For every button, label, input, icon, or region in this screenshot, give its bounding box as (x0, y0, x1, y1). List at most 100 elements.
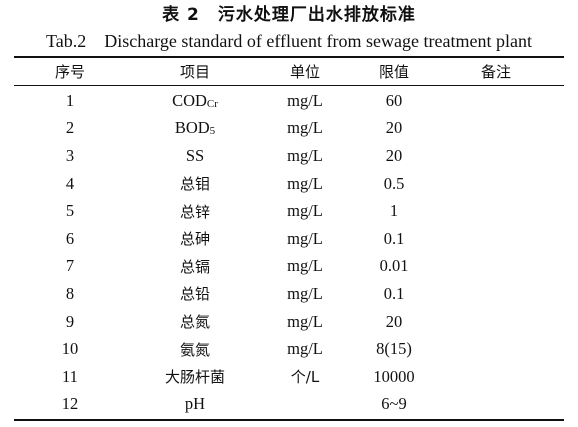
serial-number-text: 1 (65, 90, 75, 110)
header-remarks: 备注 (480, 63, 511, 82)
cell-remarks (446, 280, 546, 308)
item-text: 总砷 (179, 230, 210, 249)
cell-limit: 0.5 (344, 170, 444, 198)
cell-item: 总铅 (124, 280, 266, 308)
item-text: COD (172, 90, 207, 110)
unit-text: mg/L (287, 173, 323, 193)
cell-unit: mg/L (266, 142, 344, 170)
cell-remarks (446, 391, 546, 419)
item-text: 总氮 (179, 313, 210, 332)
cell-limit: 0.1 (344, 280, 444, 308)
table-bottom-rule (14, 419, 564, 421)
cell-serial-number: 2 (34, 115, 106, 143)
cell-limit: 1 (344, 197, 444, 225)
cell-item: 总锌 (124, 197, 266, 225)
cell-item: pH (124, 391, 266, 419)
cell-unit: mg/L (266, 197, 344, 225)
header-item: 项目 (179, 63, 210, 82)
table-top-rule (14, 56, 564, 58)
limit-text: 1 (389, 201, 399, 221)
table-row: 10 氨氮 mg/L 8(15) (14, 335, 564, 363)
serial-number-text: 4 (65, 173, 75, 193)
cell-remarks (446, 308, 546, 336)
limit-text: 0.1 (383, 228, 405, 248)
unit-text: mg/L (287, 201, 323, 221)
limit-text: 0.01 (379, 256, 409, 276)
cell-item: SS (124, 142, 266, 170)
cell-serial-number: 4 (34, 170, 106, 198)
limit-text: 8(15) (376, 339, 412, 359)
serial-number-text: 5 (65, 201, 75, 221)
unit-text: mg/L (287, 311, 323, 331)
item-text: 总镉 (179, 257, 210, 276)
unit-text: mg/L (287, 256, 323, 276)
cell-remarks (446, 115, 546, 143)
cell-unit: mg/L (266, 225, 344, 253)
limit-text: 20 (385, 118, 403, 138)
cell-serial-number: 11 (34, 363, 106, 391)
serial-number-text: 10 (61, 339, 79, 359)
header-unit: 单位 (289, 63, 320, 82)
cell-unit: mg/L (266, 308, 344, 336)
unit-text: mg/L (287, 283, 323, 303)
cell-unit: mg/L (266, 170, 344, 198)
cell-item: 氨氮 (124, 335, 266, 363)
cell-unit: mg/L (266, 335, 344, 363)
unit-text: mg/L (287, 228, 323, 248)
table-row: 2 BOD 5 mg/L 20 (14, 115, 564, 143)
cell-remarks (446, 87, 546, 115)
item-text: 总钼 (179, 175, 210, 194)
cell-limit: 8(15) (344, 335, 444, 363)
limit-text: 20 (385, 145, 403, 165)
cell-item: 总氮 (124, 308, 266, 336)
cell-serial-number: 10 (34, 335, 106, 363)
table-row: 1 COD Cr mg/L 60 (14, 87, 564, 115)
unit-text: mg/L (287, 145, 323, 165)
unit-text: mg/L (287, 90, 323, 110)
table-title-english: Tab.2 Discharge standard of effluent fro… (46, 31, 532, 51)
cell-unit: mg/L (266, 280, 344, 308)
cell-remarks (446, 335, 546, 363)
table-row: 4 总钼 mg/L 0.5 (14, 170, 564, 198)
table-row: 3 SS mg/L 20 (14, 142, 564, 170)
cell-unit: 个/L (266, 363, 344, 391)
cell-item: BOD 5 (174, 118, 216, 138)
table-row: 5 总锌 mg/L 1 (14, 197, 564, 225)
serial-number-text: 9 (65, 311, 75, 331)
table-row: 7 总镉 mg/L 0.01 (14, 253, 564, 281)
cell-limit: 20 (344, 115, 444, 143)
cell-serial-number: 8 (34, 280, 106, 308)
header-limit: 限值 (378, 63, 409, 82)
item-text: pH (184, 394, 206, 414)
cell-serial-number: 6 (34, 225, 106, 253)
serial-number-text: 7 (65, 256, 75, 276)
limit-text: 20 (385, 311, 403, 331)
cell-serial-number: 7 (34, 253, 106, 281)
limit-text: 10000 (373, 366, 415, 386)
unit-text: mg/L (287, 118, 323, 138)
cell-item: 总钼 (124, 170, 266, 198)
item-text: 氨氮 (179, 340, 210, 359)
table-row: 12 pH 6~9 (14, 391, 564, 419)
table-header-row: 序号 项目 单位 限值 备注 (14, 58, 564, 86)
cell-item: 总砷 (124, 225, 266, 253)
item-text: BOD (174, 118, 210, 138)
cell-limit: 6~9 (344, 391, 444, 419)
cell-serial-number: 5 (34, 197, 106, 225)
item-text: 总铅 (179, 285, 210, 304)
table-title-chinese: 表 2 污水处理厂出水排放标准 (162, 5, 416, 25)
cell-remarks (446, 170, 546, 198)
item-text: 大肠杆菌 (164, 368, 225, 387)
limit-text: 6~9 (381, 394, 407, 414)
cell-limit: 60 (344, 87, 444, 115)
cell-item: 总镉 (124, 253, 266, 281)
cell-limit: 0.1 (344, 225, 444, 253)
unit-text: mg/L (287, 339, 323, 359)
limit-text: 0.1 (383, 283, 405, 303)
item-text: 总锌 (179, 202, 210, 221)
limit-text: 60 (385, 90, 403, 110)
serial-number-text: 6 (65, 228, 75, 248)
serial-number-text: 12 (61, 394, 79, 414)
cell-serial-number: 1 (34, 87, 106, 115)
cell-limit: 0.01 (344, 253, 444, 281)
